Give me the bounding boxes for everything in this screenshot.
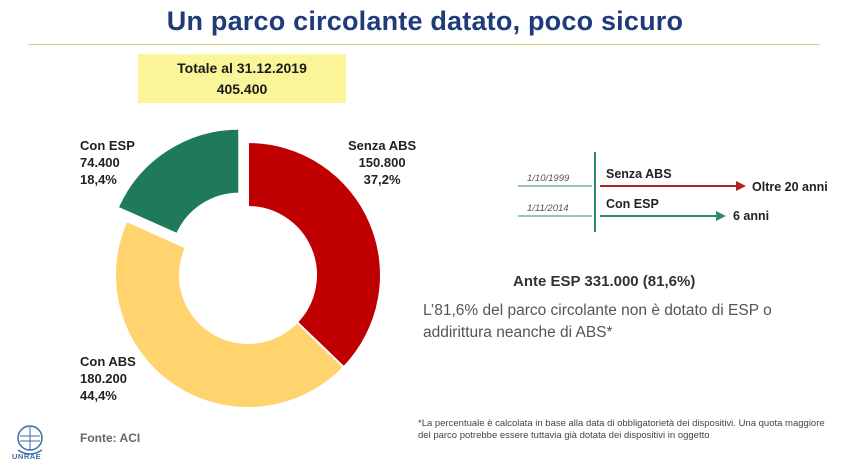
slice-value-senza-abs: 150.800: [358, 155, 406, 170]
timeline-end-senza-abs: Oltre 20 anni: [752, 180, 828, 194]
total-box: Totale al 31.12.2019 405.400: [138, 54, 346, 103]
timeline-label-con-esp: Con ESP: [606, 197, 659, 211]
unrae-logo-icon: [17, 425, 43, 455]
footnote: *La percentuale è calcolata in base alla…: [418, 418, 825, 441]
title-divider: [28, 44, 820, 45]
source-label: Fonte: ACI: [80, 431, 141, 445]
slice-percent-con-abs: 44,4%: [80, 388, 117, 403]
slice-name-senza-abs: Senza ABS: [348, 138, 417, 153]
timeline-date-2: 1/11/2014: [527, 203, 569, 214]
slice-name-con-esp: Con ESP: [80, 138, 135, 153]
timeline-arrowhead-con-esp: [716, 211, 726, 221]
slice-label-con-esp: Con ESP 74.400 18,4%: [80, 137, 135, 188]
timeline-label-senza-abs: Senza ABS: [606, 167, 672, 181]
slice-value-con-esp: 74.400: [80, 155, 120, 170]
timeline-end-con-esp: 6 anni: [733, 209, 770, 223]
donut-slice-con-esp: [116, 127, 241, 236]
ante-esp-summary: Ante ESP 331.000 (81,6%): [513, 273, 696, 290]
total-label: Totale al 31.12.2019: [177, 60, 307, 76]
slice-label-senza-abs: Senza ABS 150.800 37,2%: [348, 137, 416, 188]
description-text: L’81,6% del parco circolante non è dotat…: [423, 302, 772, 341]
slice-label-con-abs: Con ABS 180.200 44,4%: [80, 353, 136, 404]
donut-slice-con-abs: [114, 219, 346, 409]
slice-name-con-abs: Con ABS: [80, 354, 136, 369]
timeline-arrowhead-senza-abs: [736, 181, 746, 191]
logo-text: UNRAE: [12, 452, 42, 461]
slice-percent-senza-abs: 37,2%: [363, 172, 401, 187]
total-value: 405.400: [216, 81, 268, 97]
donut-slice-senza-abs: [247, 140, 382, 369]
page-title: Un parco circolante datato, poco sicuro: [166, 6, 684, 36]
slice-percent-con-esp: 18,4%: [80, 172, 117, 187]
timeline-date-1: 1/10/1999: [527, 173, 570, 184]
slice-value-con-abs: 180.200: [80, 371, 127, 386]
